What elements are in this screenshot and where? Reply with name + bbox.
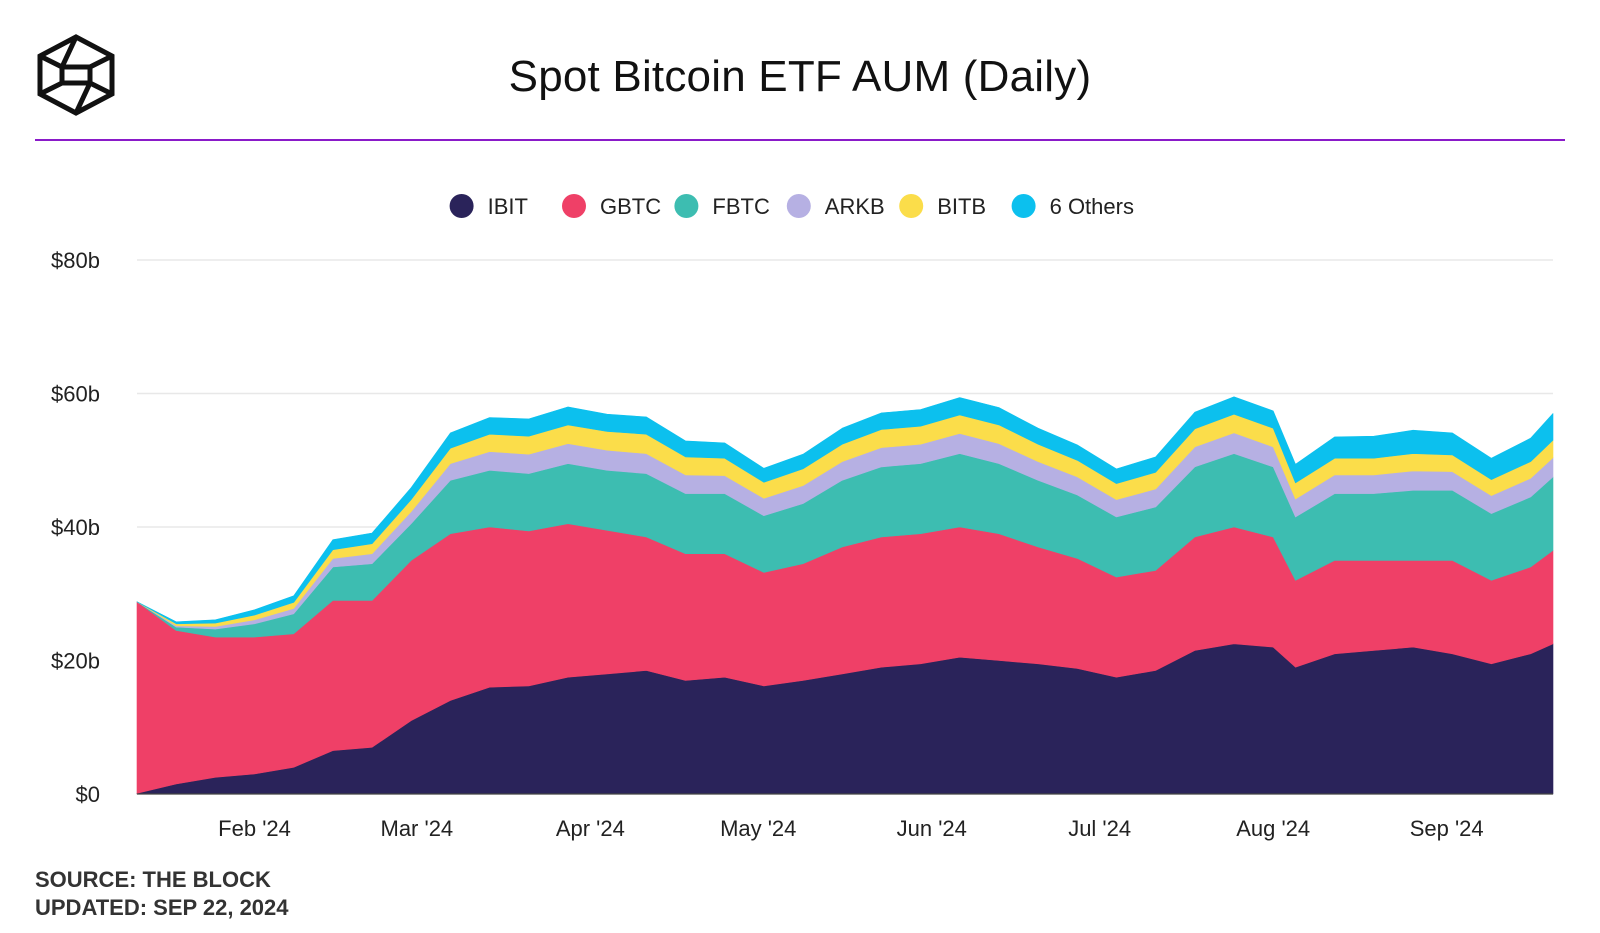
x-tick-label: Feb '24 bbox=[218, 816, 291, 841]
x-tick-label: May '24 bbox=[720, 816, 796, 841]
updated-note: UPDATED: SEP 22, 2024 bbox=[35, 895, 289, 920]
legend-label-arkb[interactable]: ARKB bbox=[825, 194, 885, 219]
chart-title: Spot Bitcoin ETF AUM (Daily) bbox=[508, 52, 1092, 101]
legend-marker-fbtc bbox=[674, 194, 699, 218]
source-note: SOURCE: THE BLOCK bbox=[35, 867, 271, 892]
legend: IBIT GBTC FBTC ARKB BITB 6 Others bbox=[449, 194, 1134, 219]
legend-label-bitb[interactable]: BITB bbox=[937, 194, 986, 219]
y-tick-label: $60b bbox=[51, 382, 100, 407]
legend-label-fbtc[interactable]: FBTC bbox=[712, 194, 770, 219]
y-tick-label: $80b bbox=[51, 248, 100, 273]
legend-marker-ibit bbox=[449, 194, 474, 218]
chart-header: Spot Bitcoin ETF AUM (Daily) bbox=[0, 0, 1600, 140]
x-tick-label: Jun '24 bbox=[897, 816, 967, 841]
series-area-6-others bbox=[136, 396, 1554, 625]
legend-marker-gbtc bbox=[562, 194, 586, 218]
legend-marker-arkb bbox=[786, 194, 811, 218]
legend-marker-bitb bbox=[899, 194, 924, 218]
x-tick-label: Apr '24 bbox=[556, 816, 625, 841]
y-tick-label: $0 bbox=[76, 782, 100, 807]
chart-footer: SOURCE: THE BLOCK UPDATED: SEP 22, 2024 bbox=[35, 866, 289, 922]
legend-label-gbtc[interactable]: GBTC bbox=[600, 194, 661, 219]
x-tick-label: Aug '24 bbox=[1236, 816, 1310, 841]
title-divider bbox=[35, 139, 1565, 141]
stacked-area-chart: $0 $20b $40b $60b $80b Feb '24 Mar '24 Apr '24 M… bbox=[51, 194, 1554, 841]
legend-label-6-others[interactable]: 6 Others bbox=[1050, 194, 1134, 219]
x-tick-label: Jul '24 bbox=[1068, 816, 1131, 841]
y-tick-label: $40b bbox=[51, 515, 100, 540]
the-block-logo-icon bbox=[37, 34, 115, 116]
y-tick-label: $20b bbox=[51, 649, 100, 674]
legend-marker-6-others bbox=[1011, 194, 1036, 218]
x-tick-label: Mar '24 bbox=[381, 816, 454, 841]
legend-label-ibit[interactable]: IBIT bbox=[488, 194, 528, 219]
x-tick-label: Sep '24 bbox=[1410, 816, 1484, 841]
